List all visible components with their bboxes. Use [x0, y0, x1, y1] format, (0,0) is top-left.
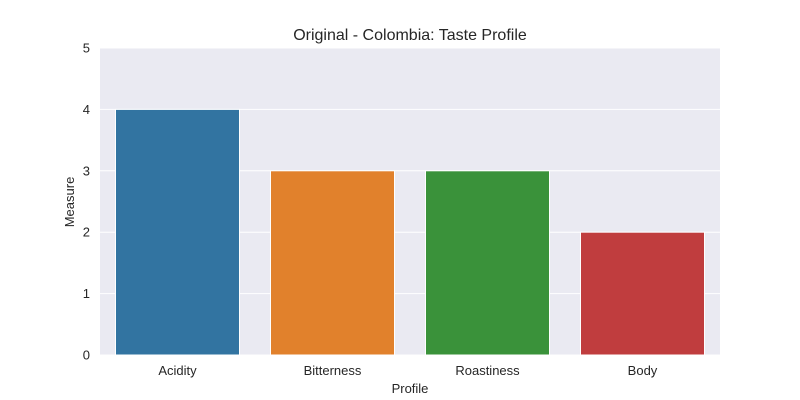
x-tick-label: Acidity [158, 363, 197, 378]
chart-title: Original - Colombia: Taste Profile [293, 27, 527, 44]
y-tick-label: 5 [83, 41, 90, 56]
x-tick-label: Bitterness [304, 363, 362, 378]
y-tick-label: 3 [83, 163, 90, 178]
bar-bitterness [270, 170, 395, 356]
x-axis-label: Profile [392, 381, 429, 396]
y-tick-label: 2 [83, 225, 90, 240]
y-tick-label: 0 [83, 348, 90, 363]
y-tick-label: 4 [83, 102, 90, 117]
bar-roastiness [425, 170, 550, 356]
y-tick-label: 1 [83, 286, 90, 301]
bar-acidity [115, 108, 240, 356]
x-axis-ticks: Acidity Bitterness Roastiness Body [158, 363, 657, 378]
x-tick-label: Body [628, 363, 658, 378]
bar-body [580, 231, 705, 356]
x-tick-label: Roastiness [455, 363, 520, 378]
bars [115, 108, 705, 356]
y-axis-ticks: 0 1 2 3 4 5 [83, 41, 90, 363]
y-axis-label: Measure [62, 177, 77, 228]
